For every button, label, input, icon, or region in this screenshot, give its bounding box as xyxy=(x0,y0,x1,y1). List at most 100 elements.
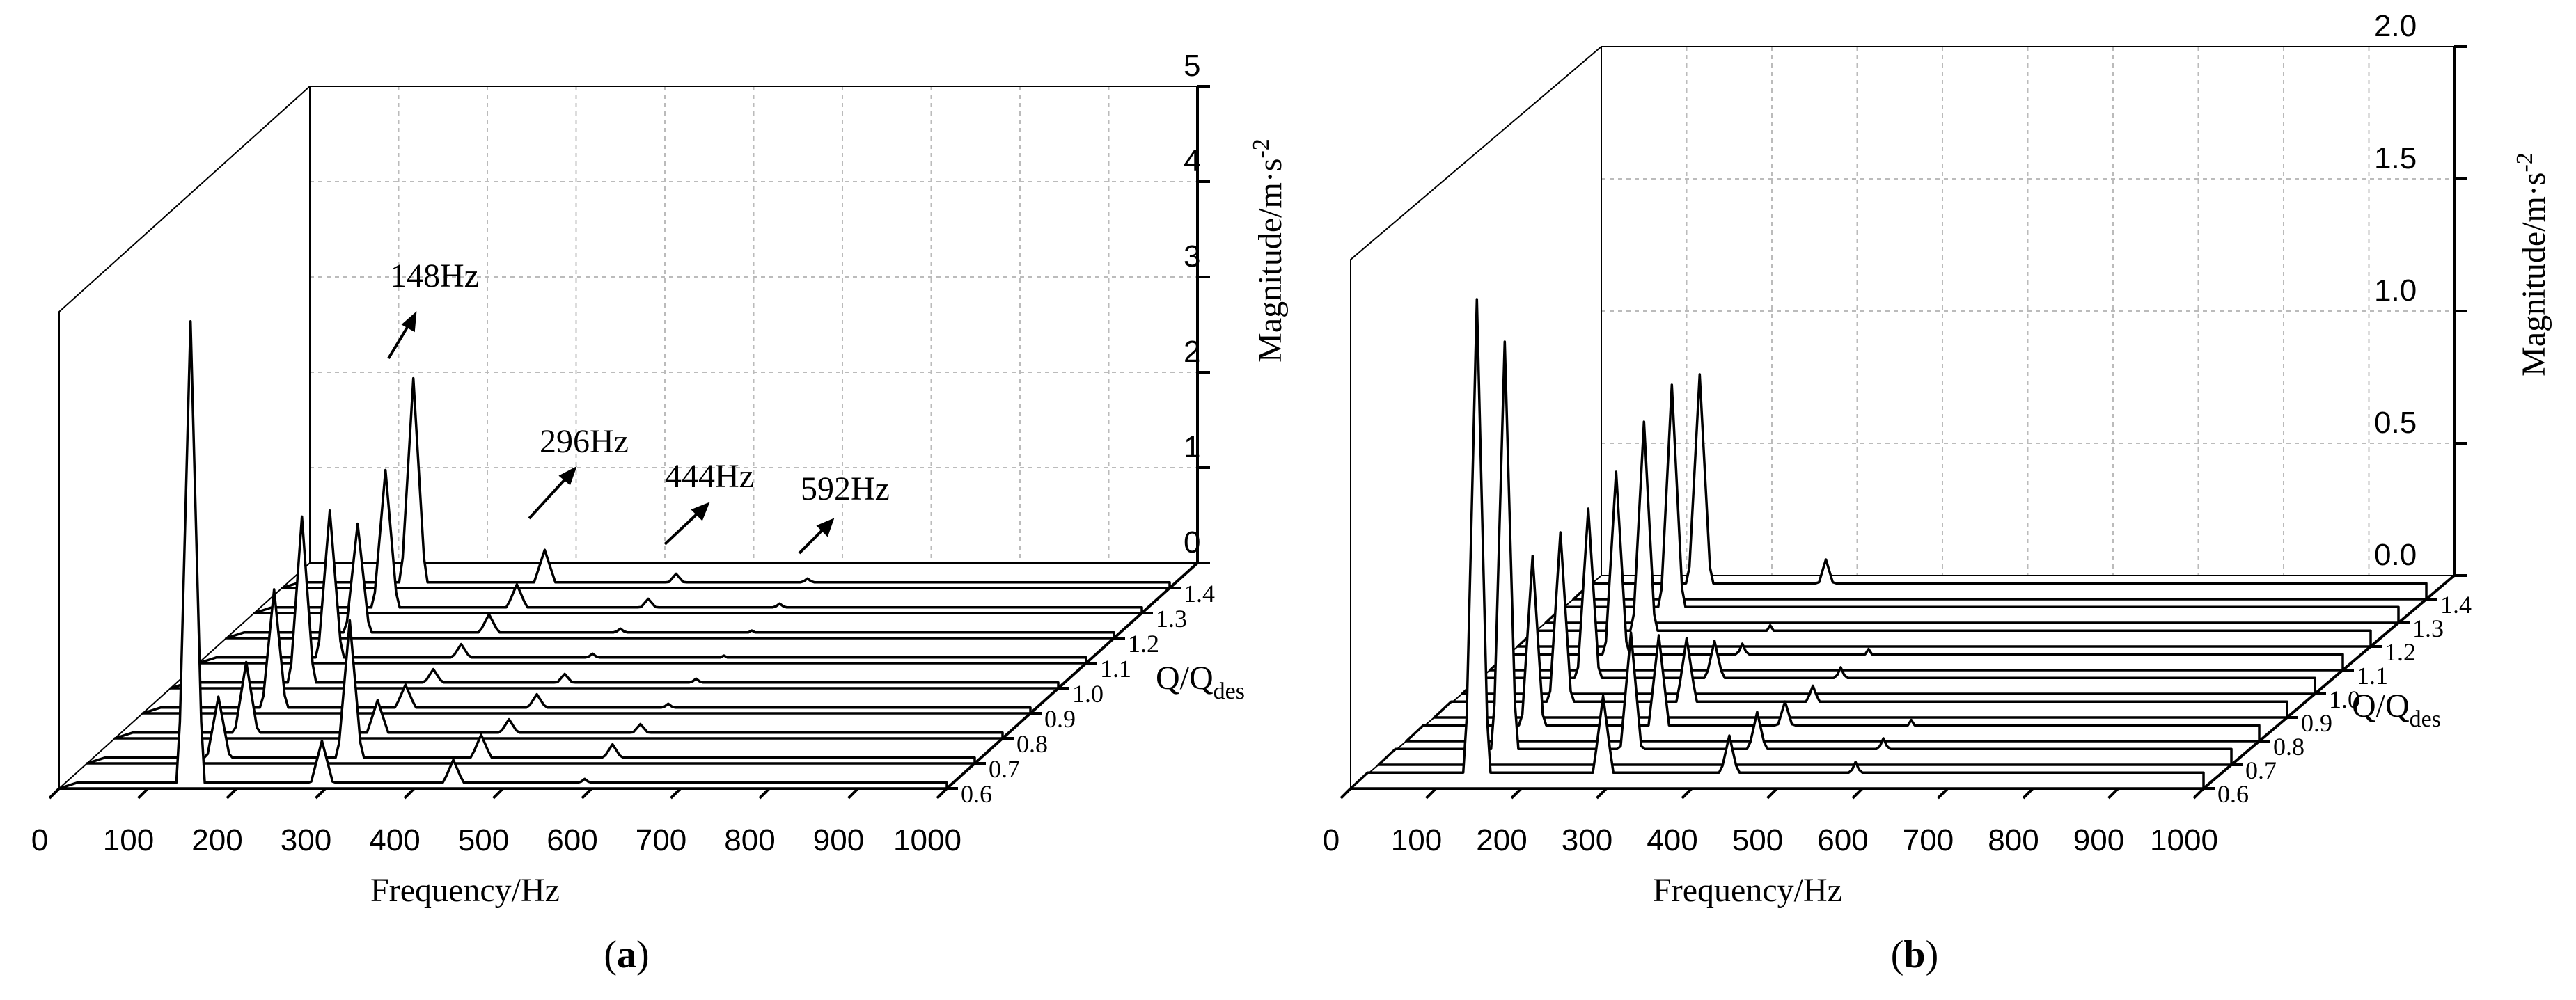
panel-label-b: (b) xyxy=(1891,933,1938,976)
x-tick-mark xyxy=(48,787,61,800)
series-trace-1.0 xyxy=(169,515,1060,690)
annotation-444hz: 444Hz xyxy=(665,458,754,495)
x-tick-label: 900 xyxy=(2073,823,2124,857)
z-tick-label: 0.8 xyxy=(2273,733,2304,761)
y-tick-label: 2.0 xyxy=(2374,9,2417,43)
x-tick-mark xyxy=(670,787,682,800)
series-trace-1.0 xyxy=(1461,507,2316,695)
x-tick-mark xyxy=(847,787,859,800)
y-axis-label-b-sup: -2 xyxy=(2512,152,2538,172)
x-axis-label-a: Frequency/Hz xyxy=(370,872,560,909)
x-tick-mark xyxy=(1766,787,1778,800)
y-tick-label: 2 xyxy=(1184,335,1200,369)
x-tick-mark xyxy=(1425,787,1437,800)
y-axis-label-a: Magnitude/m·s-2 xyxy=(1248,138,1289,363)
x-tick-label: 600 xyxy=(1817,823,1868,857)
x-tick-mark xyxy=(936,787,948,800)
x-tick-label: 900 xyxy=(813,823,864,857)
x-tick-label: 400 xyxy=(369,823,420,857)
y-tick-label: 0.5 xyxy=(2374,406,2417,440)
annotation-148hz: 148Hz xyxy=(390,257,479,294)
z-axis-label-b: Q/Qdes xyxy=(2352,688,2441,732)
y-tick-label: 0 xyxy=(1184,525,1200,559)
x-tick-label: 300 xyxy=(1562,823,1612,857)
x-tick-mark xyxy=(1681,787,1693,800)
x-tick-label: 400 xyxy=(1647,823,1697,857)
x-tick-mark xyxy=(581,787,593,800)
back-wall-grid-b xyxy=(1601,46,2454,576)
x-tick-label: 1000 xyxy=(2150,823,2218,857)
z-axis-label-b-main: Q/Q xyxy=(2352,688,2410,724)
annotation-arrows xyxy=(387,311,835,555)
series-traces-a xyxy=(58,319,1171,790)
z-tick-label: 1.3 xyxy=(2412,614,2444,642)
side-wall xyxy=(58,86,311,788)
x-tick-label: 800 xyxy=(724,823,775,857)
y-axis-label-a-sup: -2 xyxy=(1248,138,1274,158)
z-tick-label: 0.8 xyxy=(1016,730,1048,758)
chart-panel-b: 0 100 200 300 400 500 600 700 800 900 1000 0.0 0.5 1.… xyxy=(1323,9,2552,976)
x-tick-label: 0 xyxy=(1323,823,1340,857)
x-tick-label: 500 xyxy=(1732,823,1783,857)
arrow-592hz xyxy=(798,518,835,555)
series-trace-0.9 xyxy=(141,588,1032,715)
series-trace-1.2 xyxy=(225,522,1115,640)
x-tick-mark xyxy=(226,787,238,800)
z-tick-label: 0.7 xyxy=(989,755,1020,783)
arrow-148hz xyxy=(387,311,417,360)
x-tick-label: 600 xyxy=(547,823,597,857)
z-tick-label: 1.0 xyxy=(1072,680,1104,708)
x-axis-label-b: Frequency/Hz xyxy=(1653,872,1842,909)
z-tick-label: 0.7 xyxy=(2245,756,2277,784)
z-tick-label: 1.3 xyxy=(1156,605,1187,633)
axis-ticks-b: 0 100 200 300 400 500 600 700 800 900 1000 0.0 0.5 1.… xyxy=(1323,9,2472,857)
z-axis xyxy=(945,562,1199,790)
panel-label-a: (a) xyxy=(604,933,649,976)
x-tick-mark xyxy=(758,787,771,800)
z-tick-label: 1.4 xyxy=(2440,591,2472,619)
x-tick-mark xyxy=(137,787,149,800)
x-tick-label: 100 xyxy=(1391,823,1442,857)
series-trace-0.6 xyxy=(1349,298,2205,790)
z-tick-label: 1.1 xyxy=(2357,662,2388,690)
z-axis xyxy=(2202,574,2456,790)
series-trace-1.1 xyxy=(1489,470,2344,672)
series-trace-1.4 xyxy=(281,376,1171,589)
z-axis-label-a-sub: des xyxy=(1214,678,1245,704)
x-tick-label: 800 xyxy=(1988,823,2039,857)
z-tick-label: 1.0 xyxy=(2329,685,2360,713)
x-tick-mark xyxy=(492,787,504,800)
z-tick-label: 0.9 xyxy=(1044,705,1076,733)
x-tick-mark xyxy=(2192,787,2205,800)
series-trace-1.3 xyxy=(253,468,1143,614)
x-tick-label: 100 xyxy=(103,823,154,857)
series-trace-1.4 xyxy=(1572,373,2428,601)
y-tick-label: 1 xyxy=(1184,430,1200,464)
x-tick-label: 200 xyxy=(1476,823,1527,857)
series-trace-1.2 xyxy=(1516,420,2372,648)
side-wall xyxy=(1350,46,1602,788)
y-tick-label: 4 xyxy=(1184,144,1200,178)
z-tick-label: 0.6 xyxy=(961,780,992,808)
y-axis-label-b: Magnitude/m·s-2 xyxy=(2512,152,2552,376)
chart-panel-a: 0 100 200 300 400 500 600 700 800 900 1000 0 1 2 3 4 5 0.… xyxy=(31,49,1289,976)
x-tick-label: 300 xyxy=(281,823,331,857)
x-tick-label: 500 xyxy=(458,823,509,857)
x-tick-label: 200 xyxy=(191,823,242,857)
z-tick-label: 1.2 xyxy=(2385,638,2416,666)
z-tick-label: 0.6 xyxy=(2217,780,2249,808)
x-tick-mark xyxy=(1596,787,1608,800)
series-trace-0.8 xyxy=(1405,555,2261,743)
series-trace-1.3 xyxy=(1544,383,2400,624)
x-tick-label: 0 xyxy=(31,823,48,857)
axis-ticks-a: 0 100 200 300 400 500 600 700 800 900 1000 0 1 2 3 4 5 0.… xyxy=(31,49,1215,857)
z-tick-label: 1.2 xyxy=(1128,630,1159,658)
series-trace-0.8 xyxy=(113,660,1004,740)
annotation-296hz: 296Hz xyxy=(540,423,629,460)
y-tick-label: 1.5 xyxy=(2374,141,2417,175)
x-tick-label: 700 xyxy=(636,823,686,857)
annotation-592hz: 592Hz xyxy=(801,470,890,507)
arrow-444hz xyxy=(663,502,710,546)
x-tick-mark xyxy=(2107,787,2119,800)
